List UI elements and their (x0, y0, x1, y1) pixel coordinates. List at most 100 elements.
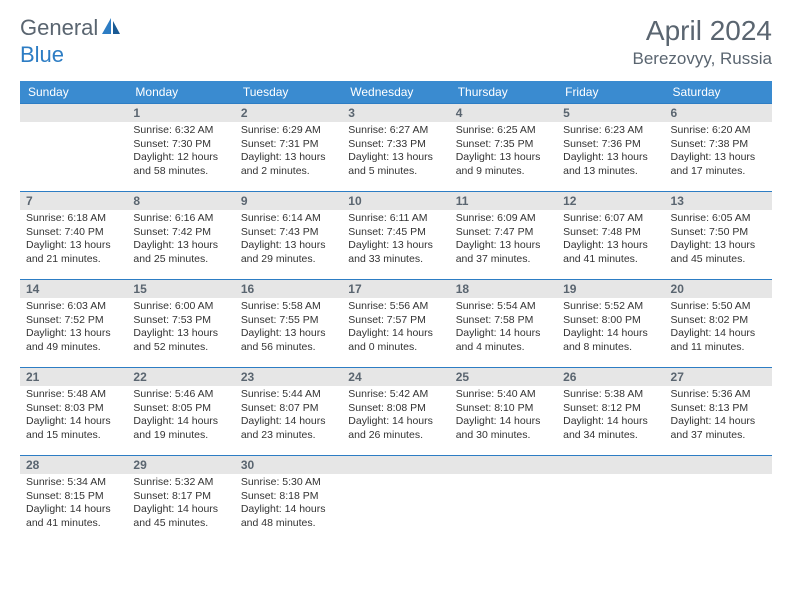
col-saturday: Saturday (665, 81, 772, 103)
sunset-text: Sunset: 7:53 PM (133, 314, 228, 328)
sunrise-text: Sunrise: 5:32 AM (133, 476, 228, 490)
sunrise-text: Sunrise: 5:50 AM (671, 300, 766, 314)
day-number-bar: 14 (20, 279, 127, 298)
day-number-bar: 30 (235, 455, 342, 474)
cell-body: Sunrise: 5:34 AMSunset: 8:15 PMDaylight:… (20, 474, 127, 535)
logo-text-blue: Blue (20, 42, 64, 67)
daylight-text: Daylight: 14 hours and 37 minutes. (671, 415, 766, 442)
calendar-cell: 24Sunrise: 5:42 AMSunset: 8:08 PMDayligh… (342, 367, 449, 455)
sunset-text: Sunset: 7:48 PM (563, 226, 658, 240)
day-number-bar: 8 (127, 191, 234, 210)
cell-body: Sunrise: 5:30 AMSunset: 8:18 PMDaylight:… (235, 474, 342, 535)
sunrise-text: Sunrise: 5:58 AM (241, 300, 336, 314)
calendar-row: 28Sunrise: 5:34 AMSunset: 8:15 PMDayligh… (20, 455, 772, 543)
daylight-text: Daylight: 13 hours and 41 minutes. (563, 239, 658, 266)
daylight-text: Daylight: 13 hours and 49 minutes. (26, 327, 121, 354)
day-number-bar: 11 (450, 191, 557, 210)
logo-sail-icon (100, 16, 122, 41)
day-number-bar (342, 455, 449, 474)
daylight-text: Daylight: 13 hours and 5 minutes. (348, 151, 443, 178)
day-number-bar: 10 (342, 191, 449, 210)
day-number-bar: 26 (557, 367, 664, 386)
calendar-cell: 3Sunrise: 6:27 AMSunset: 7:33 PMDaylight… (342, 103, 449, 191)
cell-body: Sunrise: 6:05 AMSunset: 7:50 PMDaylight:… (665, 210, 772, 271)
sunrise-text: Sunrise: 6:29 AM (241, 124, 336, 138)
cell-body: Sunrise: 5:32 AMSunset: 8:17 PMDaylight:… (127, 474, 234, 535)
day-number-bar: 20 (665, 279, 772, 298)
daylight-text: Daylight: 13 hours and 52 minutes. (133, 327, 228, 354)
daylight-text: Daylight: 13 hours and 17 minutes. (671, 151, 766, 178)
cell-body: Sunrise: 6:25 AMSunset: 7:35 PMDaylight:… (450, 122, 557, 183)
calendar-cell: 15Sunrise: 6:00 AMSunset: 7:53 PMDayligh… (127, 279, 234, 367)
calendar-cell: 2Sunrise: 6:29 AMSunset: 7:31 PMDaylight… (235, 103, 342, 191)
sunset-text: Sunset: 7:45 PM (348, 226, 443, 240)
sunset-text: Sunset: 7:57 PM (348, 314, 443, 328)
col-thursday: Thursday (450, 81, 557, 103)
sunset-text: Sunset: 8:15 PM (26, 490, 121, 504)
day-number-bar: 21 (20, 367, 127, 386)
calendar-cell: 20Sunrise: 5:50 AMSunset: 8:02 PMDayligh… (665, 279, 772, 367)
sunrise-text: Sunrise: 5:30 AM (241, 476, 336, 490)
col-monday: Monday (127, 81, 234, 103)
calendar-cell: 14Sunrise: 6:03 AMSunset: 7:52 PMDayligh… (20, 279, 127, 367)
calendar-row: 21Sunrise: 5:48 AMSunset: 8:03 PMDayligh… (20, 367, 772, 455)
col-friday: Friday (557, 81, 664, 103)
day-number-bar (557, 455, 664, 474)
calendar-cell: 16Sunrise: 5:58 AMSunset: 7:55 PMDayligh… (235, 279, 342, 367)
sunrise-text: Sunrise: 5:54 AM (456, 300, 551, 314)
sunrise-text: Sunrise: 6:32 AM (133, 124, 228, 138)
daylight-text: Daylight: 13 hours and 29 minutes. (241, 239, 336, 266)
sunrise-text: Sunrise: 6:27 AM (348, 124, 443, 138)
month-title: April 2024 (632, 15, 772, 47)
sunset-text: Sunset: 8:03 PM (26, 402, 121, 416)
cell-body: Sunrise: 5:54 AMSunset: 7:58 PMDaylight:… (450, 298, 557, 359)
calendar-cell: 10Sunrise: 6:11 AMSunset: 7:45 PMDayligh… (342, 191, 449, 279)
day-number-bar: 16 (235, 279, 342, 298)
calendar-cell: 8Sunrise: 6:16 AMSunset: 7:42 PMDaylight… (127, 191, 234, 279)
sunrise-text: Sunrise: 6:03 AM (26, 300, 121, 314)
daylight-text: Daylight: 14 hours and 15 minutes. (26, 415, 121, 442)
cell-body: Sunrise: 6:20 AMSunset: 7:38 PMDaylight:… (665, 122, 772, 183)
day-number-bar: 18 (450, 279, 557, 298)
daylight-text: Daylight: 13 hours and 33 minutes. (348, 239, 443, 266)
calendar-cell: 26Sunrise: 5:38 AMSunset: 8:12 PMDayligh… (557, 367, 664, 455)
daylight-text: Daylight: 14 hours and 26 minutes. (348, 415, 443, 442)
daylight-text: Daylight: 14 hours and 0 minutes. (348, 327, 443, 354)
sunrise-text: Sunrise: 5:52 AM (563, 300, 658, 314)
calendar-cell: 11Sunrise: 6:09 AMSunset: 7:47 PMDayligh… (450, 191, 557, 279)
calendar-body: 1Sunrise: 6:32 AMSunset: 7:30 PMDaylight… (20, 103, 772, 543)
cell-body: Sunrise: 6:18 AMSunset: 7:40 PMDaylight:… (20, 210, 127, 271)
cell-body: Sunrise: 5:46 AMSunset: 8:05 PMDaylight:… (127, 386, 234, 447)
calendar-cell: 19Sunrise: 5:52 AMSunset: 8:00 PMDayligh… (557, 279, 664, 367)
calendar-row: 1Sunrise: 6:32 AMSunset: 7:30 PMDaylight… (20, 103, 772, 191)
calendar-cell: 28Sunrise: 5:34 AMSunset: 8:15 PMDayligh… (20, 455, 127, 543)
calendar-cell: 13Sunrise: 6:05 AMSunset: 7:50 PMDayligh… (665, 191, 772, 279)
cell-body: Sunrise: 5:36 AMSunset: 8:13 PMDaylight:… (665, 386, 772, 447)
daylight-text: Daylight: 12 hours and 58 minutes. (133, 151, 228, 178)
sunrise-text: Sunrise: 5:44 AM (241, 388, 336, 402)
daylight-text: Daylight: 14 hours and 41 minutes. (26, 503, 121, 530)
sunrise-text: Sunrise: 6:07 AM (563, 212, 658, 226)
daylight-text: Daylight: 13 hours and 37 minutes. (456, 239, 551, 266)
daylight-text: Daylight: 13 hours and 9 minutes. (456, 151, 551, 178)
cell-body: Sunrise: 6:29 AMSunset: 7:31 PMDaylight:… (235, 122, 342, 183)
calendar-cell: 27Sunrise: 5:36 AMSunset: 8:13 PMDayligh… (665, 367, 772, 455)
col-sunday: Sunday (20, 81, 127, 103)
sunrise-text: Sunrise: 6:25 AM (456, 124, 551, 138)
cell-body: Sunrise: 6:23 AMSunset: 7:36 PMDaylight:… (557, 122, 664, 183)
day-number-bar: 15 (127, 279, 234, 298)
cell-body: Sunrise: 5:58 AMSunset: 7:55 PMDaylight:… (235, 298, 342, 359)
daylight-text: Daylight: 13 hours and 2 minutes. (241, 151, 336, 178)
col-wednesday: Wednesday (342, 81, 449, 103)
daylight-text: Daylight: 13 hours and 13 minutes. (563, 151, 658, 178)
daylight-text: Daylight: 13 hours and 56 minutes. (241, 327, 336, 354)
sunset-text: Sunset: 7:47 PM (456, 226, 551, 240)
sunset-text: Sunset: 7:55 PM (241, 314, 336, 328)
sunrise-text: Sunrise: 5:34 AM (26, 476, 121, 490)
sunset-text: Sunset: 8:10 PM (456, 402, 551, 416)
day-number-bar: 17 (342, 279, 449, 298)
day-number-bar: 3 (342, 103, 449, 122)
cell-body: Sunrise: 5:50 AMSunset: 8:02 PMDaylight:… (665, 298, 772, 359)
sunset-text: Sunset: 8:02 PM (671, 314, 766, 328)
calendar-cell: 1Sunrise: 6:32 AMSunset: 7:30 PMDaylight… (127, 103, 234, 191)
